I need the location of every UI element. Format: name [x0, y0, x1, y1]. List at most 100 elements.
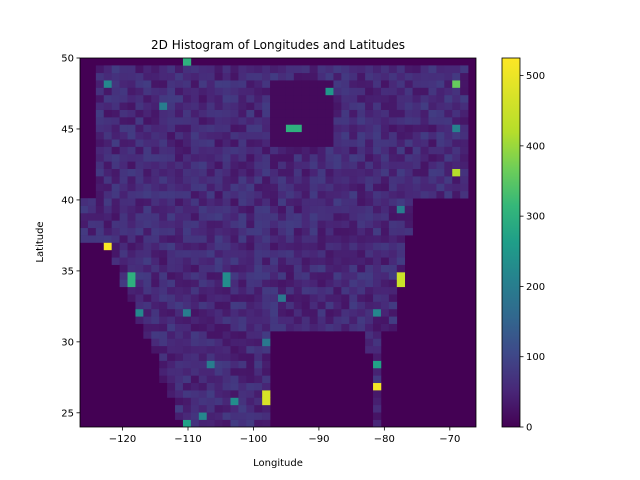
heatmap-cell — [222, 153, 231, 162]
heatmap-cell — [151, 117, 160, 125]
heatmap-cell — [230, 367, 239, 376]
heatmap-cell — [135, 146, 144, 155]
heatmap-cell — [198, 345, 208, 354]
heatmap-cell — [127, 124, 136, 133]
heatmap-cell — [159, 65, 168, 74]
heatmap-cell — [167, 272, 176, 280]
heatmap-cell — [444, 183, 453, 192]
heatmap-cell — [87, 212, 97, 221]
heatmap-cell — [214, 94, 223, 103]
heatmap-cell — [420, 190, 429, 199]
x-tick-label: −80 — [374, 434, 395, 445]
heatmap-cell — [325, 131, 334, 140]
heatmap-cell — [175, 87, 184, 96]
heatmap-cell — [365, 294, 374, 302]
heatmap-cell — [230, 249, 239, 258]
heatmap-cell — [270, 65, 279, 74]
heatmap-cell — [135, 242, 144, 251]
heatmap-cell — [388, 198, 398, 206]
heatmap-cell — [198, 102, 208, 110]
heatmap-cell — [214, 183, 223, 192]
heatmap-cell — [293, 161, 303, 169]
heatmap-cell — [254, 80, 263, 88]
heatmap-cell — [222, 146, 231, 155]
heatmap-cell — [246, 87, 255, 96]
heatmap-cell — [143, 227, 152, 236]
heatmap-cell — [206, 264, 215, 273]
heatmap-cell — [301, 72, 310, 81]
heatmap-cell — [325, 117, 334, 125]
heatmap-cell — [278, 168, 287, 177]
heatmap-cell — [420, 161, 429, 169]
heatmap-cell — [428, 146, 437, 155]
heatmap-cell — [159, 139, 168, 147]
heatmap-cell — [143, 257, 152, 265]
heatmap-cell — [396, 190, 406, 199]
heatmap-cell — [127, 286, 136, 295]
heatmap-cell — [420, 117, 429, 125]
heatmap-cell — [127, 257, 136, 265]
heatmap-cell — [270, 183, 279, 192]
heatmap-cell — [230, 205, 239, 214]
heatmap-cell — [206, 117, 215, 125]
heatmap-cell — [222, 272, 231, 280]
heatmap-cell — [135, 124, 144, 133]
heatmap-cell — [349, 279, 358, 288]
heatmap-cell — [206, 331, 215, 339]
heatmap-cell — [103, 183, 112, 192]
heatmap-cell — [230, 331, 239, 339]
heatmap-cell — [119, 80, 128, 88]
heatmap-cell — [317, 272, 326, 280]
heatmap-cell — [190, 353, 200, 361]
heatmap-cell — [325, 153, 334, 162]
heatmap-cell — [190, 161, 200, 169]
heatmap-cell — [198, 286, 208, 295]
heatmap-cell — [270, 316, 279, 324]
heatmap-cell — [222, 323, 231, 332]
heatmap-cell — [325, 227, 334, 236]
heatmap-cell — [452, 124, 461, 133]
heatmap-cell — [460, 94, 469, 103]
heatmap-cell — [135, 131, 144, 140]
heatmap-cell — [246, 190, 255, 199]
heatmap-cell — [246, 301, 255, 310]
heatmap-cell — [230, 65, 239, 74]
heatmap-cell — [270, 257, 279, 265]
heatmap-cell — [380, 176, 390, 184]
heatmap-cell — [309, 65, 318, 74]
heatmap-cell — [143, 72, 152, 81]
heatmap-cell — [143, 80, 152, 88]
heatmap-cell — [214, 412, 223, 420]
heatmap-cell — [404, 87, 413, 96]
heatmap-cell — [325, 242, 334, 251]
heatmap-cell — [198, 153, 208, 162]
heatmap-cell — [444, 102, 453, 110]
heatmap-cell — [198, 72, 208, 81]
heatmap-cell — [278, 264, 287, 273]
heatmap-cell — [167, 109, 176, 118]
heatmap-cell — [309, 109, 318, 118]
heatmap-cell — [159, 353, 168, 361]
heatmap-cell — [317, 161, 326, 169]
heatmap-cell — [222, 220, 231, 229]
heatmap-cell — [127, 153, 136, 162]
heatmap-cell — [246, 316, 255, 324]
heatmap-cell — [254, 117, 263, 125]
heatmap-cell — [182, 109, 192, 118]
heatmap-cell — [135, 94, 144, 103]
heatmap-cell — [388, 286, 398, 295]
heatmap-cell — [436, 124, 445, 133]
heatmap-cell — [159, 198, 168, 206]
heatmap-cell — [206, 139, 215, 147]
heatmap-cell — [111, 161, 120, 169]
heatmap-cell — [222, 331, 231, 339]
heatmap-cell — [182, 183, 192, 192]
heatmap-cell — [198, 419, 208, 427]
heatmap-cell — [182, 212, 192, 221]
heatmap-cell — [341, 183, 350, 192]
heatmap-cell — [380, 102, 390, 110]
heatmap-cell — [246, 117, 255, 125]
heatmap-cell — [380, 264, 390, 273]
heatmap-cell — [309, 235, 318, 243]
heatmap-cell — [428, 72, 437, 81]
